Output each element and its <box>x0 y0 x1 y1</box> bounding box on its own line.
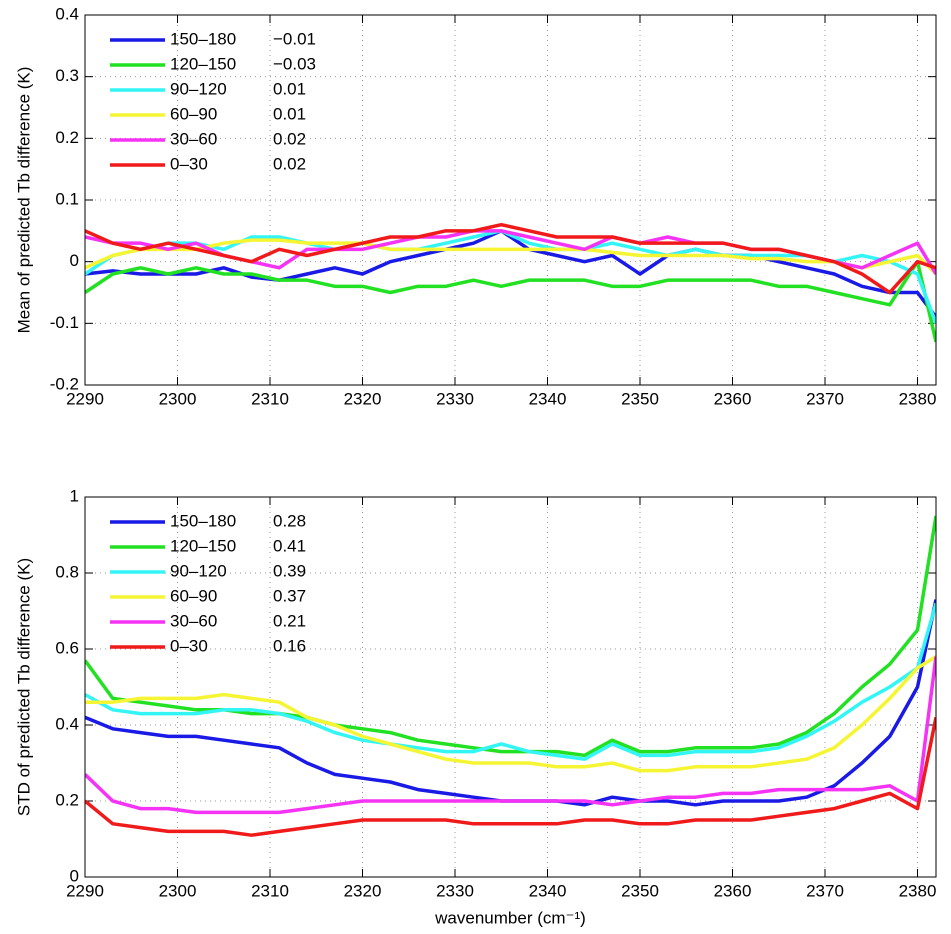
x-tick-label: 2300 <box>159 881 197 900</box>
y-tick-label: 0.1 <box>55 189 79 208</box>
x-tick-label: 2370 <box>806 881 844 900</box>
legend-label: 150–180 <box>170 511 236 530</box>
x-tick-label: 2360 <box>714 881 752 900</box>
x-tick-label: 2330 <box>436 881 474 900</box>
y-tick-label: 1 <box>70 486 79 505</box>
y-axis-label: Mean of predicted Tb difference (K) <box>14 67 33 334</box>
y-tick-label: 0.2 <box>55 128 79 147</box>
x-tick-label: 2330 <box>436 389 474 408</box>
legend-annotation: 0.39 <box>273 561 306 580</box>
series-line <box>85 656 936 815</box>
legend-annotation: 0.37 <box>273 586 306 605</box>
y-tick-label: 0.2 <box>55 790 79 809</box>
series-line <box>85 222 936 295</box>
legend-annotation: 0.02 <box>273 154 306 173</box>
legend-label: 150–180 <box>170 29 236 48</box>
legend-label: 120–150 <box>170 536 236 555</box>
series-line <box>85 717 936 837</box>
series-line <box>85 655 936 773</box>
axes-frame <box>84 496 937 878</box>
x-axis-label: wavenumber (cm⁻¹) <box>434 908 586 927</box>
series-line <box>85 238 936 276</box>
x-tick-label: 2350 <box>621 881 659 900</box>
legend-annotation: −0.03 <box>273 54 316 73</box>
legend-annotation: 0.01 <box>273 104 306 123</box>
legend-label: 60–90 <box>170 104 217 123</box>
x-tick-label: 2380 <box>899 881 937 900</box>
legend-annotation: 0.16 <box>273 636 306 655</box>
legend-annotation: 0.41 <box>273 536 306 555</box>
series-line <box>85 259 936 343</box>
y-tick-label: 0.4 <box>55 4 79 23</box>
legend-annotation: 0.28 <box>273 511 306 530</box>
legend-label: 90–120 <box>170 561 227 580</box>
x-tick-label: 2360 <box>714 389 752 408</box>
x-tick-label: 2310 <box>251 881 289 900</box>
y-tick-label: 0.8 <box>55 562 79 581</box>
legend-annotation: −0.01 <box>273 29 316 48</box>
legend-annotation: 0.21 <box>273 611 306 630</box>
y-tick-label: 0 <box>70 866 79 885</box>
legend-label: 30–60 <box>170 129 217 148</box>
legend-label: 0–30 <box>170 154 208 173</box>
y-tick-label: -0.1 <box>50 313 79 332</box>
y-tick-label: -0.2 <box>50 374 79 393</box>
x-tick-label: 2370 <box>806 389 844 408</box>
y-tick-label: 0.3 <box>55 66 79 85</box>
series-line <box>85 602 936 761</box>
legend-label: 60–90 <box>170 586 217 605</box>
x-tick-label: 2290 <box>66 389 104 408</box>
y-axis-label: STD of predicted Tb difference (K) <box>14 558 33 816</box>
legend-label: 30–60 <box>170 611 217 630</box>
y-tick-label: 0.6 <box>55 638 79 657</box>
x-tick-label: 2320 <box>344 389 382 408</box>
axes-frame <box>84 14 937 386</box>
legend-label: 90–120 <box>170 79 227 98</box>
x-tick-label: 2320 <box>344 881 382 900</box>
x-tick-label: 2350 <box>621 389 659 408</box>
legend-label: 0–30 <box>170 636 208 655</box>
legend-label: 120–150 <box>170 54 236 73</box>
series-line <box>85 229 936 319</box>
x-tick-label: 2340 <box>529 389 567 408</box>
legend-annotation: 0.01 <box>273 79 306 98</box>
x-tick-label: 2290 <box>66 881 104 900</box>
x-tick-label: 2300 <box>159 389 197 408</box>
legend-annotation: 0.02 <box>273 129 306 148</box>
y-tick-label: 0.4 <box>55 714 79 733</box>
x-tick-label: 2340 <box>529 881 567 900</box>
x-tick-label: 2380 <box>899 389 937 408</box>
y-tick-label: 0 <box>70 251 79 270</box>
x-tick-label: 2310 <box>251 389 289 408</box>
